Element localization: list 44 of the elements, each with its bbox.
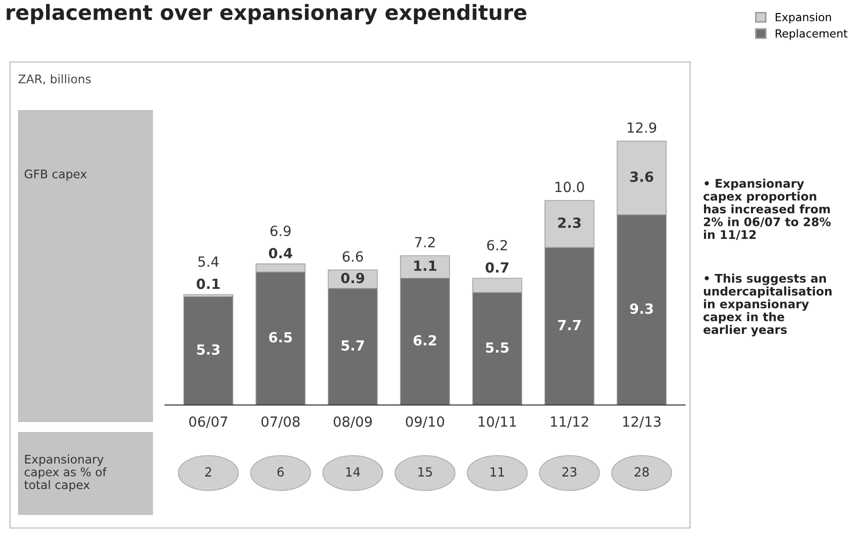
total-label: 6.6: [342, 251, 363, 262]
text: 2: [205, 467, 212, 476]
total-label: 10.0: [556, 182, 584, 192]
data-label: 0.9: [341, 272, 364, 284]
text: 14: [346, 467, 360, 476]
x-tick-label: 10/11: [478, 416, 516, 428]
text: 11: [490, 467, 504, 476]
text: 23: [562, 467, 576, 477]
text: GFB capex: [24, 169, 87, 181]
data-label: 9.3: [630, 303, 653, 314]
data-label: 0.4: [268, 248, 292, 258]
text: 28: [634, 467, 649, 477]
data-label: 3.6: [630, 171, 654, 182]
data-label: 7.7: [558, 320, 581, 330]
x-tick-label: 06/07: [189, 416, 228, 428]
text: 15: [418, 467, 432, 477]
x-tick-label: 09/10: [406, 416, 444, 428]
data-label: 6.5: [269, 332, 292, 343]
data-label: 6.2: [414, 335, 436, 346]
text: 6: [277, 467, 284, 477]
x-tick-label: 07/08: [261, 416, 300, 428]
text: • Expansionary capex proportion has increased from 2% in 06/07 to 28% in 11/12: [704, 178, 831, 240]
total-label: 6.2: [487, 240, 507, 250]
chart-title: replacement over expansionary expenditure: [6, 4, 526, 24]
total-label: 7.2: [415, 236, 435, 248]
text: Expansionary capex as % of total capex: [24, 454, 107, 492]
data-label: 1.1: [414, 260, 436, 271]
data-label: 5.3: [197, 344, 220, 355]
bar: [183, 296, 234, 405]
x-tick-label: 08/09: [334, 416, 372, 428]
data-label: 5.5: [486, 342, 509, 353]
x-tick-label: 11/12: [550, 416, 588, 428]
legend-label: Expansion: [776, 12, 831, 24]
total-label: 5.4: [198, 256, 219, 267]
x-tick-label: 12/13: [623, 416, 661, 428]
data-label: 0.1: [196, 278, 220, 290]
total-label: 6.9: [270, 226, 291, 236]
text: • This suggests an undercapitalisation in expansionary capex in the earlier years: [704, 274, 832, 336]
total-label: 12.9: [628, 122, 656, 133]
data-label: 0.7: [486, 262, 508, 273]
data-label: 2.3: [558, 217, 581, 228]
text: ZAR, billions: [18, 74, 91, 85]
data-label: 5.7: [342, 340, 364, 351]
legend-label: Replacement: [776, 29, 848, 40]
